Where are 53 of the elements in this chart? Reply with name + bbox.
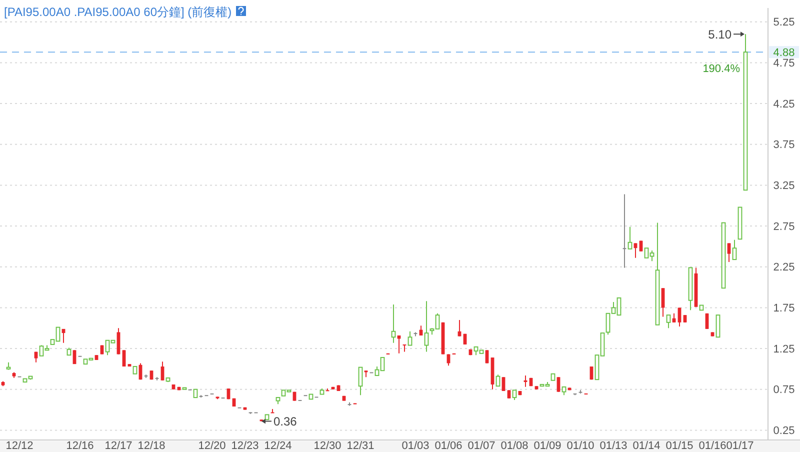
- annotation: 5.10: [708, 27, 732, 42]
- x-tick-label: 01/06: [434, 440, 462, 452]
- x-tick-label: 01/03: [402, 440, 430, 452]
- ref-line-label: 4.88: [773, 46, 795, 59]
- y-tick-label: 1.25: [773, 343, 795, 356]
- candlestick: [634, 242, 638, 258]
- candlestick: [727, 242, 731, 262]
- candlestick: [639, 240, 643, 252]
- candlestick: [496, 374, 500, 387]
- x-tick-label: 12/16: [66, 440, 94, 452]
- candlestick: [628, 226, 632, 250]
- candlestick: [358, 366, 363, 396]
- chart-title: [PAI95.00A0 .PAI95.00A0 60分鐘] (前復權): [4, 5, 232, 19]
- y-tick-label: 3.75: [773, 139, 795, 152]
- annotation: 0.36: [274, 414, 298, 428]
- candlestick: [678, 307, 682, 327]
- x-tick-label: 12/24: [264, 440, 292, 452]
- candlestick: [116, 328, 120, 355]
- x-tick-label: 12/23: [231, 440, 259, 452]
- y-tick-label: 2.25: [773, 262, 795, 274]
- candlestick: [458, 319, 462, 337]
- x-tick-label: 01/10: [566, 440, 594, 452]
- annotation: 190.4%: [702, 63, 740, 76]
- candlestick: [408, 330, 412, 346]
- x-tick-label: 12/17: [104, 440, 132, 452]
- x-tick-label: 12/31: [346, 440, 374, 452]
- x-tick-label: 01/13: [600, 440, 628, 452]
- y-tick-label: 5.25: [773, 16, 795, 29]
- x-tick-label: 01/08: [500, 440, 528, 452]
- x-tick-label: 12/30: [314, 440, 342, 452]
- candlestick: [424, 300, 429, 352]
- y-tick-label: 4.75: [773, 58, 795, 70]
- y-tick-label: 4.25: [773, 98, 795, 110]
- x-tick-label: 12/12: [6, 440, 34, 452]
- x-tick-label: 01/07: [468, 440, 496, 452]
- x-tick-label: 01/09: [534, 440, 562, 452]
- candlestick: [391, 304, 396, 344]
- y-tick-label: 1.75: [773, 302, 795, 315]
- candlestick: [732, 239, 737, 260]
- x-tick-label: 01/17: [726, 440, 754, 452]
- candlestick: [666, 314, 671, 329]
- x-tick-label: 12/20: [198, 440, 226, 452]
- y-tick-label: 2.75: [773, 220, 795, 233]
- candlestick: [512, 390, 517, 400]
- x-tick-label: 12/18: [138, 440, 166, 452]
- y-tick-label: 0.75: [773, 384, 795, 396]
- candlestick: [716, 314, 720, 338]
- y-tick-label: 0.25: [773, 425, 795, 438]
- y-tick-label: 3.25: [773, 180, 795, 192]
- candlestick: [556, 376, 560, 392]
- x-tick-label: 01/16: [698, 440, 726, 452]
- x-tick-label: 01/14: [632, 440, 660, 452]
- x-tick-label: 01/15: [666, 440, 694, 452]
